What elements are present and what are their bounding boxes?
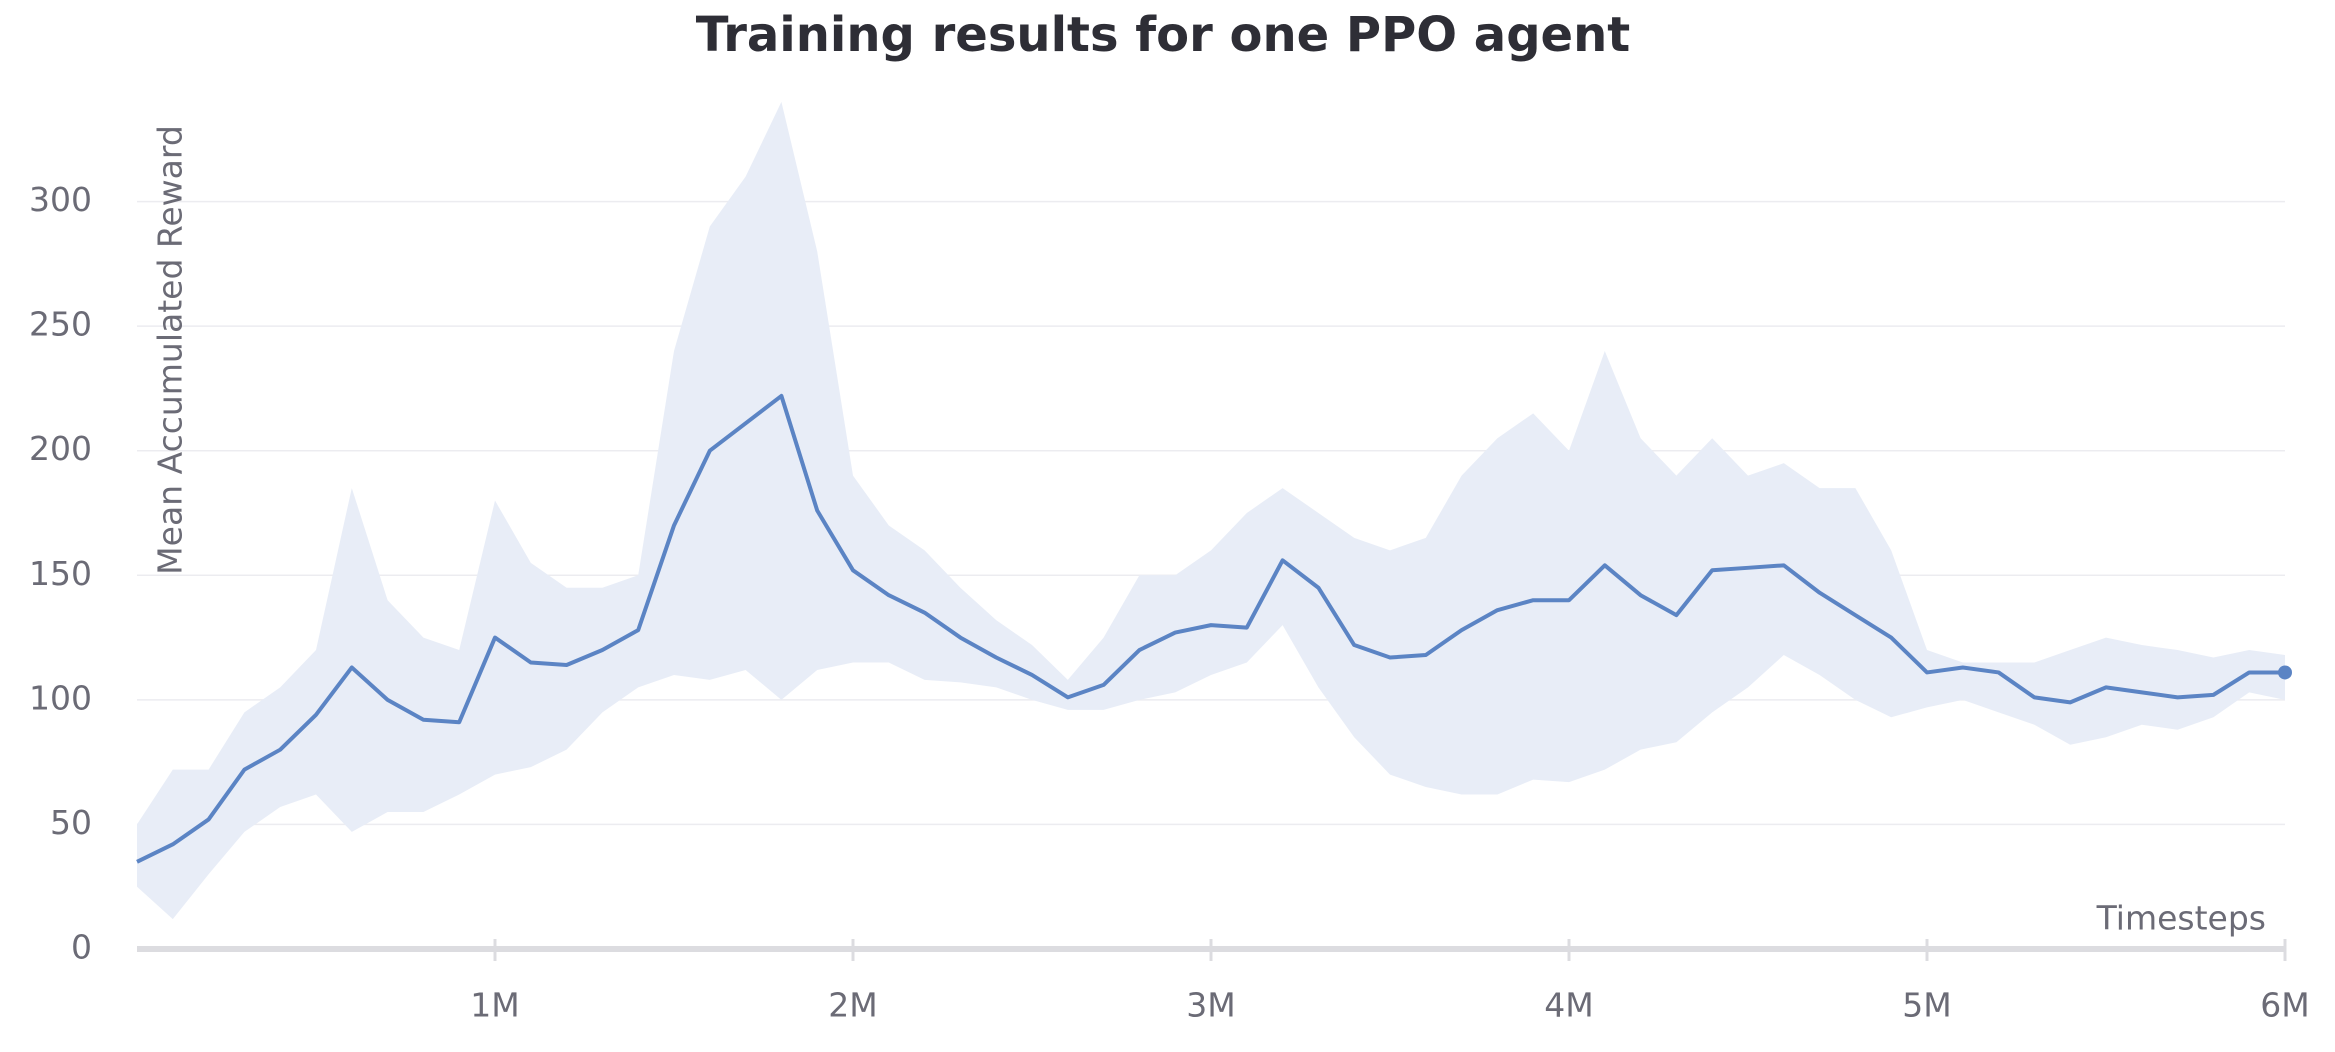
y-tick-label: 250 bbox=[29, 305, 92, 344]
y-axis-title: Mean Accumulated Reward bbox=[151, 125, 190, 575]
y-tick-label: 150 bbox=[29, 554, 92, 593]
x-tick-label: 4M bbox=[1544, 986, 1593, 1025]
y-tick-label: 100 bbox=[29, 678, 92, 717]
y-tick-label: 50 bbox=[50, 803, 92, 842]
x-tick-label: 1M bbox=[470, 986, 519, 1025]
y-tick-label: 200 bbox=[29, 429, 92, 468]
x-axis-title: Timesteps bbox=[2096, 899, 2266, 938]
chart-title: Training results for one PPO agent bbox=[696, 7, 1630, 63]
end-point bbox=[2278, 665, 2292, 680]
y-tick-label: 0 bbox=[71, 928, 92, 967]
x-tick-label: 5M bbox=[1902, 986, 1951, 1025]
x-tick-label: 2M bbox=[828, 986, 877, 1025]
mean-line bbox=[136, 393, 2285, 864]
y-tick-label: 300 bbox=[29, 180, 92, 219]
confidence-band bbox=[137, 101, 2285, 920]
plot-layer bbox=[137, 101, 2285, 920]
x-tick-label: 6M bbox=[2260, 986, 2309, 1025]
x-tick-label: 3M bbox=[1186, 986, 1235, 1025]
